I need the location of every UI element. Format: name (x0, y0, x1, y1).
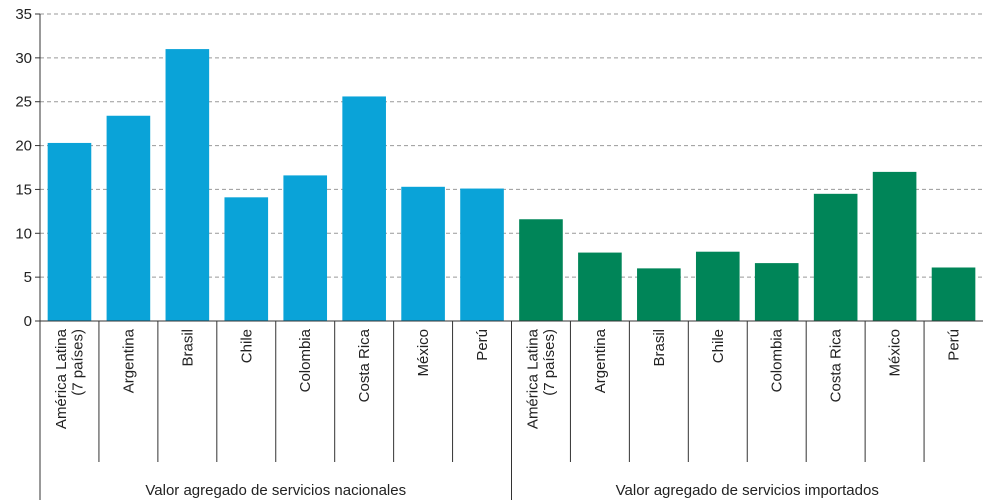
bar (813, 193, 858, 321)
x-tick-label: América Latina(7 países) (525, 328, 559, 429)
group-label: Valor agregado de servicios nacionales (145, 482, 406, 499)
x-tick-label: México (887, 329, 904, 377)
bar (754, 263, 799, 321)
x-tick-label: México (415, 329, 432, 377)
x-tick-label: Costa Rica (828, 328, 845, 402)
bar (637, 268, 681, 321)
bar (519, 219, 563, 321)
x-tick-label: América Latina(7 países) (53, 328, 87, 429)
y-tick-label: 15 (15, 181, 32, 198)
y-tick-label: 30 (15, 50, 32, 67)
y-tick-label: 5 (24, 269, 32, 286)
bar (401, 186, 445, 321)
x-tick-label: Perú (946, 329, 963, 361)
x-tick-label: Costa Rica (356, 328, 373, 402)
x-tick-label: Brasil (179, 329, 196, 367)
bar (283, 175, 328, 321)
y-tick-label: 0 (24, 313, 32, 330)
x-tick-label: Colombia (769, 328, 786, 392)
y-tick-label: 35 (15, 6, 32, 23)
bar (342, 96, 386, 321)
x-tick-label: Brasil (651, 329, 668, 367)
bar (165, 49, 210, 321)
bar (695, 251, 740, 321)
bar (106, 115, 151, 322)
bar (224, 197, 269, 321)
bar (47, 142, 92, 321)
y-tick-label: 25 (15, 94, 32, 111)
bar (578, 252, 622, 321)
x-tick-label: Perú (474, 329, 491, 361)
bar (872, 171, 917, 321)
group-label: Valor agregado de servicios importados (616, 482, 879, 499)
x-tick-label: Chile (710, 329, 727, 363)
bar (931, 267, 976, 321)
x-tick-label: Chile (238, 329, 255, 363)
bar (460, 188, 504, 321)
x-tick-label: Argentina (592, 328, 609, 393)
x-tick-label: Colombia (297, 328, 314, 392)
y-tick-label: 10 (15, 225, 32, 242)
y-tick-label: 20 (15, 138, 32, 155)
x-tick-label: Argentina (120, 328, 137, 393)
